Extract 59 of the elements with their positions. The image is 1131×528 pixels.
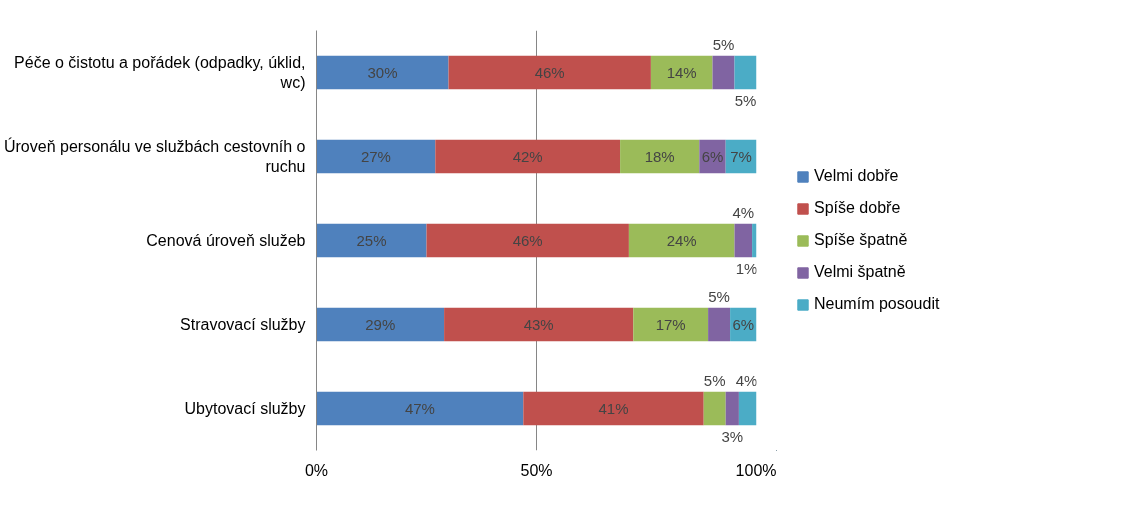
x-tick-label: 50% — [520, 461, 553, 479]
data-label: 25% — [356, 232, 387, 249]
data-label: 47% — [404, 400, 435, 417]
x-tick-label: 100% — [735, 461, 777, 479]
bar — [628, 223, 735, 258]
data-label: 41% — [598, 400, 629, 417]
bar — [738, 391, 757, 426]
y-tick-label: Cenová úroveň služeb — [146, 232, 306, 249]
data-label: 42% — [512, 148, 543, 165]
data-label: 6% — [701, 148, 724, 165]
bar — [703, 391, 726, 426]
bar — [712, 55, 735, 90]
bar — [725, 391, 739, 426]
data-label: 5% — [708, 288, 730, 305]
data-label: 4% — [732, 204, 755, 221]
bar — [316, 391, 524, 426]
bar — [316, 223, 427, 258]
data-label: 1% — [735, 260, 758, 277]
bar — [734, 55, 757, 90]
data-label: 43% — [523, 316, 554, 333]
data-label: 5% — [703, 372, 726, 389]
legend-label: Spíše dobře — [814, 199, 901, 217]
legend-label: Velmi špatně — [814, 263, 906, 281]
bar — [448, 55, 651, 90]
legend-label: Neumím posoudit — [814, 295, 940, 313]
data-label: 17% — [655, 316, 686, 333]
bar — [426, 223, 629, 258]
data-label: 5% — [734, 92, 757, 109]
data-label: 7% — [730, 148, 752, 165]
bar — [633, 307, 709, 342]
data-label: 46% — [512, 232, 543, 249]
data-label: 46% — [534, 64, 565, 81]
data-label: 14% — [666, 64, 697, 81]
data-label: 3% — [721, 428, 744, 445]
data-label: 5% — [712, 36, 735, 53]
y-tick-label: Úroveň personálu ve službách cestovníh o ruchu — [3, 136, 306, 176]
data-label: 18% — [644, 148, 675, 165]
bar — [316, 139, 436, 174]
legend-label: Velmi dobře — [814, 167, 899, 185]
bar — [316, 55, 449, 90]
legend-label: Spíše špatně — [814, 231, 908, 249]
bar — [620, 139, 700, 174]
data-label: 4% — [735, 372, 758, 389]
y-tick-label: Ubytovací služby — [184, 400, 306, 417]
y-tick-label: Stravovací služby — [180, 316, 306, 333]
data-label: 29% — [365, 316, 396, 333]
bar — [316, 307, 445, 342]
bar — [708, 307, 731, 342]
bar — [650, 55, 713, 90]
data-label: 27% — [360, 148, 391, 165]
bar — [523, 391, 704, 426]
data-label: 6% — [732, 316, 755, 333]
bar — [734, 223, 753, 258]
x-tick-label: 0% — [304, 461, 329, 479]
data-label: 24% — [666, 232, 697, 249]
bar — [444, 307, 634, 342]
data-label: 30% — [367, 64, 398, 81]
bar — [435, 139, 621, 174]
y-tick-label: Péče o čistotu a pořádek (odpadky, úklid, wc) — [14, 53, 306, 92]
